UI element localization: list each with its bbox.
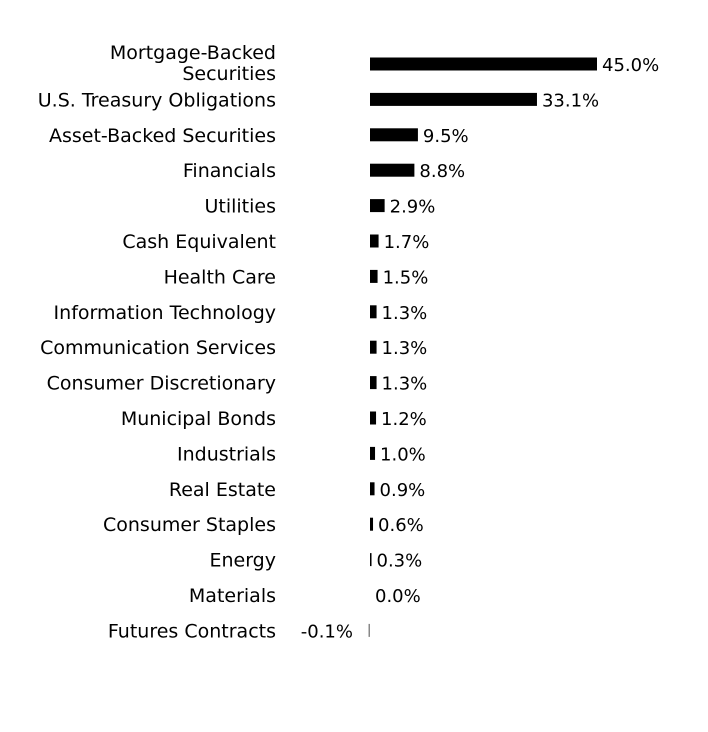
bar-u-s-treasury-obligations: [370, 92, 537, 106]
bar-futures-contracts: [368, 623, 370, 637]
value-label-materials: 0.0%: [375, 586, 421, 607]
category-labels-group: Mortgage-Backed Securities U.S. Treasury O…: [38, 42, 276, 642]
value-label-u-s-treasury-obligations: 33.1%: [542, 90, 599, 111]
value-label-real-estate: 0.9%: [380, 480, 426, 501]
category-label-futures-contracts: Futures Contracts: [108, 620, 276, 642]
value-label-municipal-bonds: 1.2%: [381, 409, 427, 430]
value-label-cash-equivalent: 1.7%: [384, 232, 430, 253]
category-label-mortgage-backed-securities: Mortgage-Backed Securities: [110, 42, 276, 85]
bar-municipal-bonds: [370, 411, 377, 425]
value-label-utilities: 2.9%: [390, 197, 436, 218]
bar-energy: [370, 553, 372, 567]
bar-health-care: [370, 269, 378, 283]
value-label-health-care: 1.5%: [383, 267, 429, 288]
value-labels-group: 45.0%33.1% 9.5% 8.8% 2.9% 1.7% 1.5% 1.3% 1.3% 1.…: [301, 55, 659, 642]
category-label-industrials: Industrials: [177, 443, 276, 465]
bar-mortgage-backed-securities: [370, 57, 597, 71]
bar-communication-services: [370, 340, 377, 354]
category-label-information-technology: Information Technology: [54, 302, 276, 324]
category-label-u-s-treasury-obligations: U.S. Treasury Obligations: [38, 89, 276, 111]
category-label-health-care: Health Care: [164, 266, 276, 288]
value-label-industrials: 1.0%: [380, 444, 426, 465]
value-label-mortgage-backed-securities: 45.0%: [602, 55, 659, 76]
value-label-asset-backed-securities: 9.5%: [423, 126, 469, 147]
bar-industrials: [370, 446, 376, 460]
category-label-financials: Financials: [183, 160, 276, 182]
category-label-consumer-staples: Consumer Staples: [103, 514, 276, 536]
value-label-consumer-discretionary: 1.3%: [382, 374, 428, 395]
value-label-energy: 0.3%: [377, 551, 423, 572]
bar-real-estate: [370, 482, 375, 496]
category-label-materials: Materials: [189, 585, 276, 607]
category-label-communication-services: Communication Services: [40, 337, 276, 359]
value-label-consumer-staples: 0.6%: [378, 515, 424, 536]
value-label-financials: 8.8%: [419, 161, 465, 182]
bar-financials: [370, 163, 415, 177]
bar-consumer-discretionary: [370, 376, 377, 390]
bar-utilities: [370, 199, 385, 213]
bar-information-technology: [370, 305, 377, 319]
category-label-real-estate: Real Estate: [169, 479, 276, 501]
bars-group: [368, 57, 597, 637]
bar-cash-equivalent: [370, 234, 379, 248]
category-label-cash-equivalent: Cash Equivalent: [122, 231, 276, 253]
value-label-futures-contracts: -0.1%: [301, 621, 353, 642]
category-label-consumer-discretionary: Consumer Discretionary: [47, 373, 276, 395]
value-label-information-technology: 1.3%: [382, 303, 428, 324]
bar-asset-backed-securities: [370, 128, 418, 142]
category-label-asset-backed-securities: Asset-Backed Securities: [49, 125, 276, 147]
category-label-utilities: Utilities: [204, 196, 276, 218]
bar-consumer-staples: [370, 517, 374, 531]
category-label-energy: Energy: [209, 550, 276, 572]
value-label-communication-services: 1.3%: [382, 338, 428, 359]
category-label-municipal-bonds: Municipal Bonds: [121, 408, 276, 430]
